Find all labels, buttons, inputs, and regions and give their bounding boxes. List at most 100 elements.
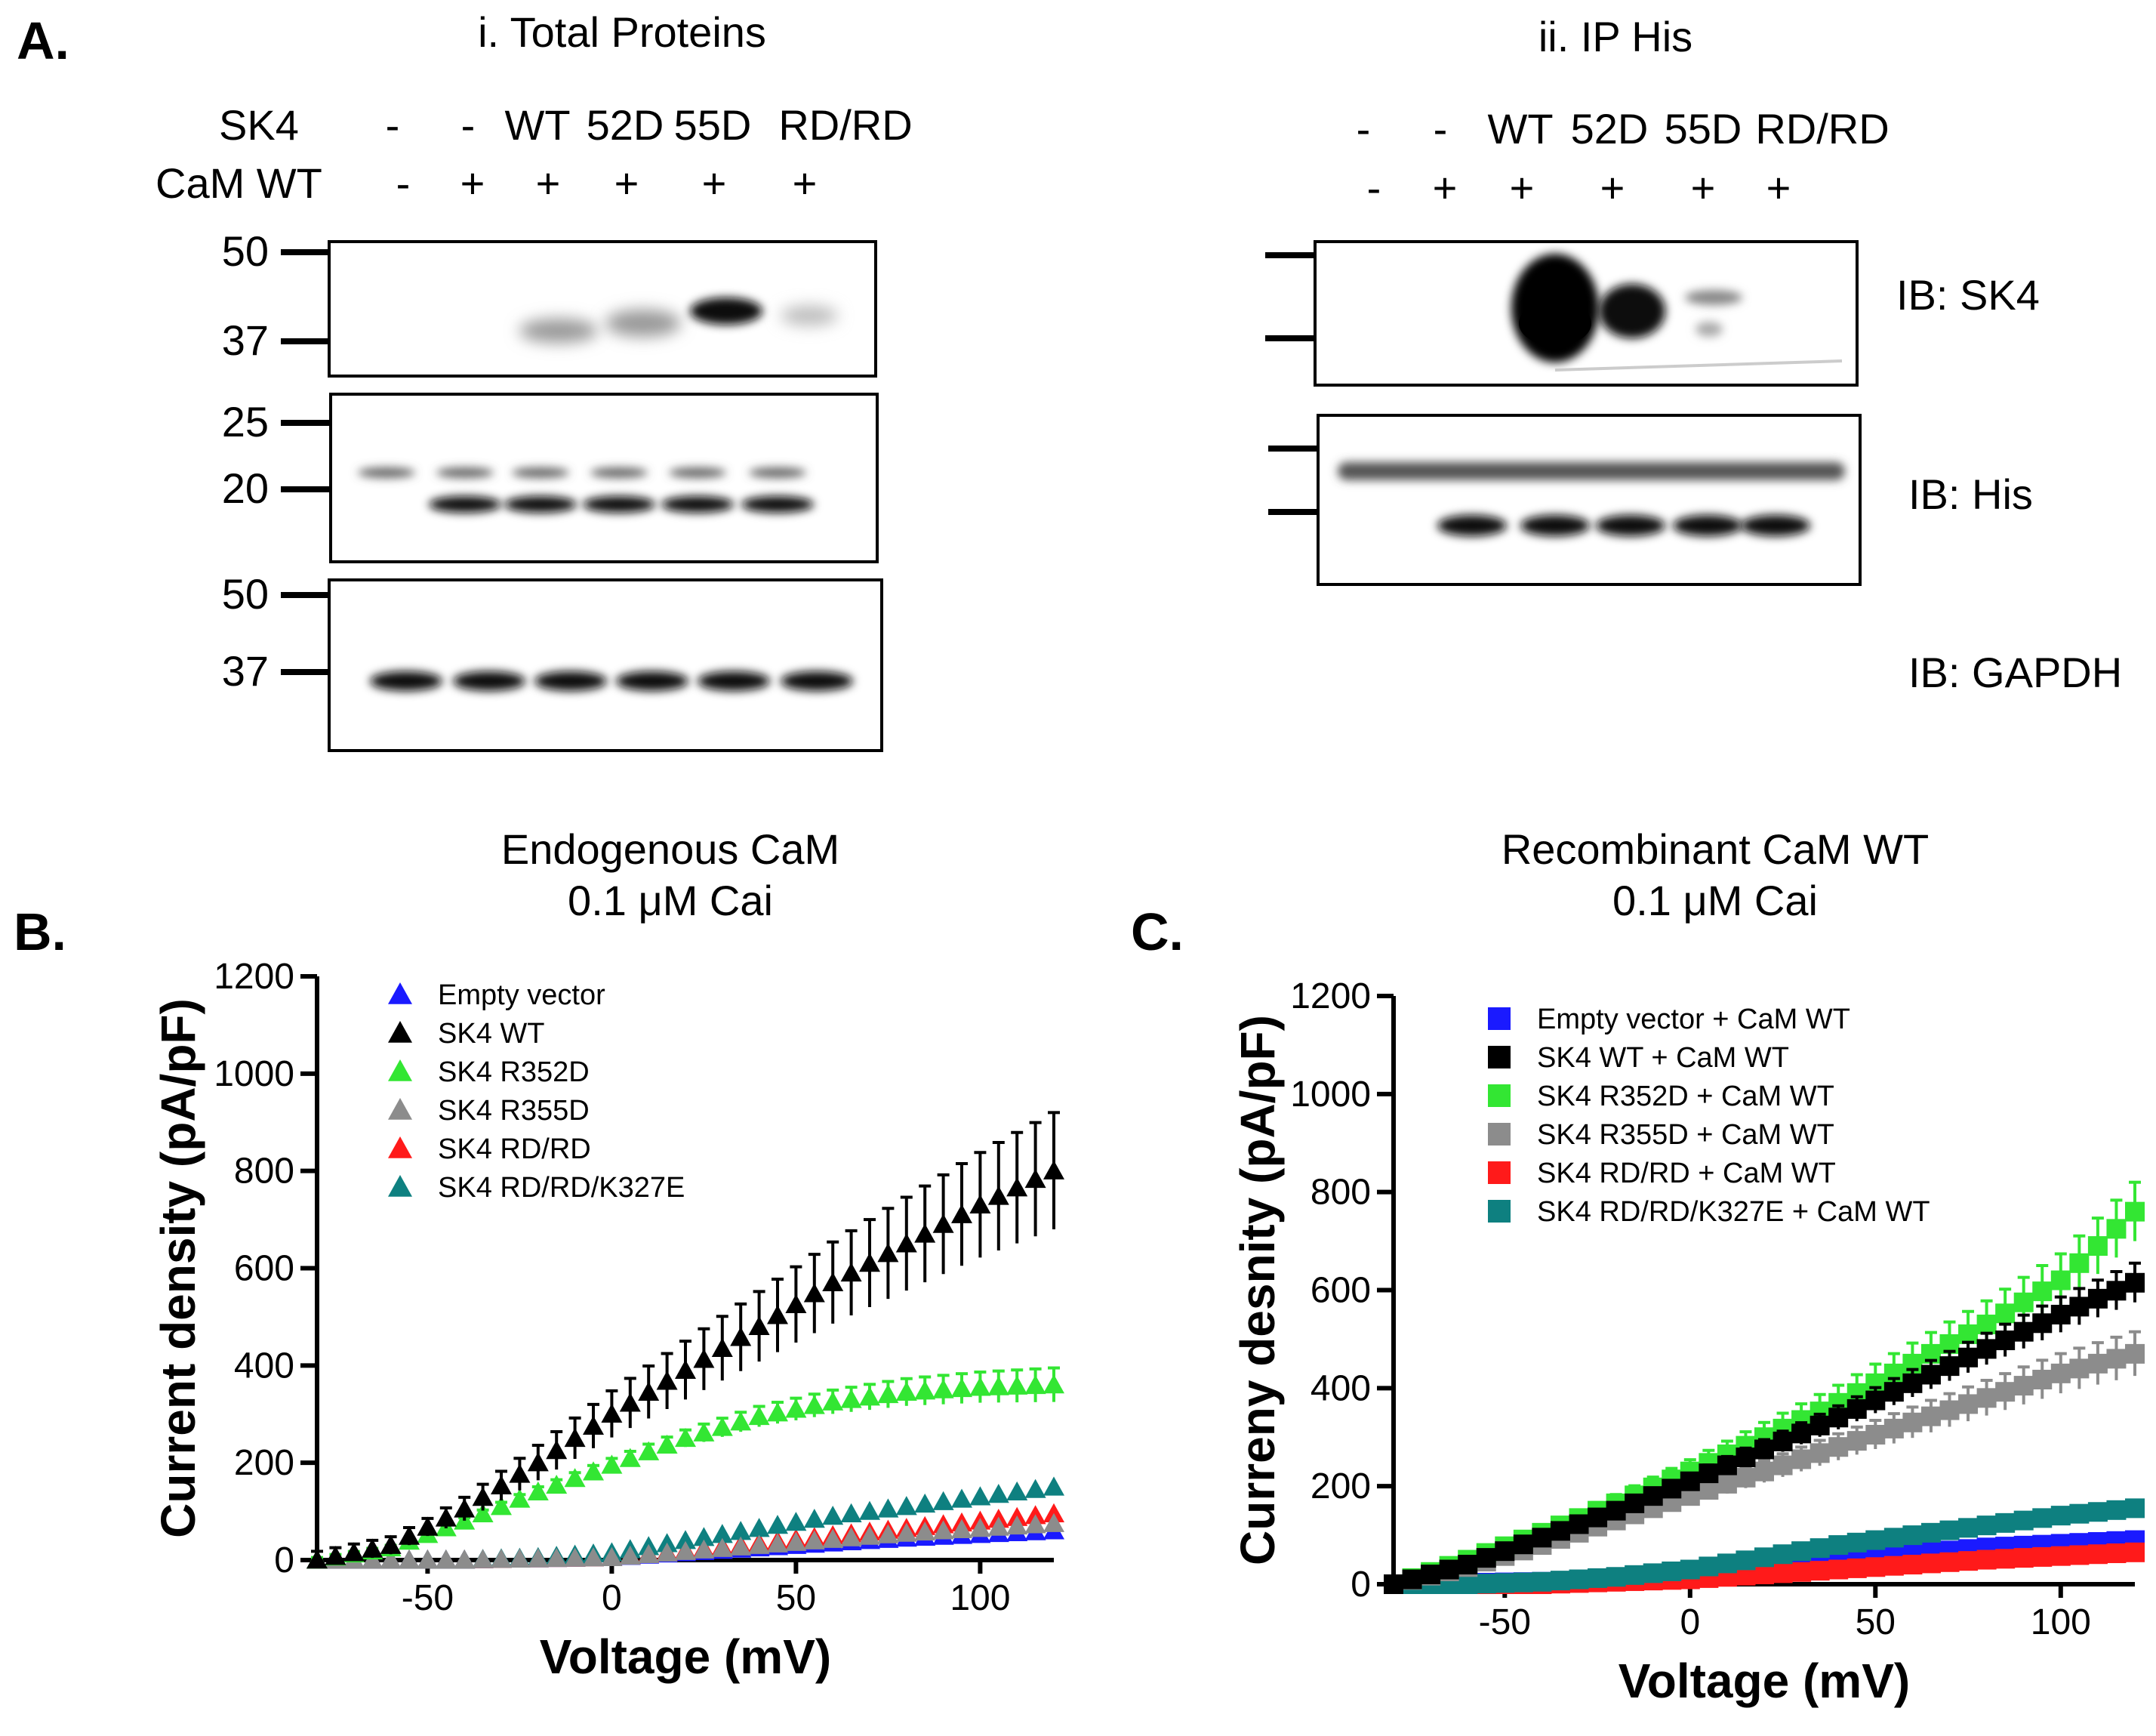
- data-point: [1810, 1415, 1830, 1435]
- data-point: [2069, 1503, 2090, 1524]
- data-point: [1883, 1556, 1904, 1576]
- legend-marker: [1488, 1007, 1511, 1030]
- legend-entry: Empty vector: [438, 979, 605, 1011]
- data-point: [1680, 1471, 1700, 1491]
- data-point: [2106, 1543, 2127, 1564]
- ip-cam-lane-5: +: [1766, 164, 1791, 211]
- data-point: [803, 1509, 825, 1528]
- data-point: [767, 1305, 788, 1324]
- legend-marker: [1488, 1084, 1511, 1107]
- total-sk4-lane-5: RD/RD: [778, 101, 912, 149]
- marker-50-blot3: 50: [222, 570, 269, 618]
- data-point: [1958, 1347, 1979, 1368]
- data-point: [1043, 1476, 1064, 1496]
- data-point: [969, 1194, 991, 1213]
- data-point: [1976, 1388, 1997, 1408]
- data-point: [711, 1337, 733, 1357]
- data-point: [1920, 1522, 1941, 1543]
- data-point: [509, 1548, 531, 1568]
- data-point: [1995, 1331, 2016, 1351]
- total-sk4-lane-1: -: [461, 101, 476, 149]
- data-point: [564, 1547, 586, 1567]
- data-point: [1421, 1565, 1441, 1585]
- data-point: [1976, 1314, 1997, 1334]
- data-point: [1958, 1324, 1979, 1344]
- data-point: [822, 1391, 844, 1411]
- legend-marker: [388, 1175, 412, 1197]
- data-point: [2069, 1358, 2090, 1379]
- marker-50-blot1: 50: [222, 227, 269, 275]
- data-point: [711, 1417, 733, 1436]
- data-point: [822, 1506, 844, 1525]
- data-point: [2125, 1201, 2145, 1222]
- data-point: [1939, 1552, 1960, 1572]
- ip-his-title: ii. IP His: [1538, 13, 1692, 60]
- data-point: [693, 1422, 715, 1442]
- data-point: [1828, 1559, 1849, 1580]
- data-point: [1024, 1479, 1046, 1498]
- data-point: [877, 1524, 899, 1543]
- ip-cam-lane-2: +: [1510, 164, 1535, 211]
- data-point: [1976, 1516, 1997, 1536]
- data-point: [417, 1516, 439, 1536]
- data-point: [583, 1415, 604, 1435]
- ip-cam-lane-0: -: [1367, 164, 1381, 211]
- total-sk4-lane-0: -: [386, 101, 400, 149]
- data-point: [2050, 1270, 2071, 1290]
- blot-total-sk4: [328, 240, 877, 378]
- total-cam-lane-0: -: [396, 159, 411, 207]
- data-point: [987, 1516, 1009, 1536]
- data-point: [2069, 1297, 2090, 1317]
- data-point: [1791, 1449, 1812, 1469]
- data-point: [2050, 1506, 2071, 1526]
- blot-total-cam: [329, 393, 879, 563]
- data-point: [2013, 1376, 2034, 1396]
- gapdh-band: [616, 671, 688, 691]
- data-point: [767, 1515, 788, 1534]
- y-tick-label: 200: [1311, 1466, 1371, 1506]
- data-point: [1883, 1382, 1904, 1402]
- data-point: [583, 1547, 604, 1567]
- data-point: [987, 1376, 1009, 1395]
- data-point: [877, 1498, 899, 1518]
- data-point: [932, 1491, 954, 1510]
- data-point: [583, 1461, 604, 1481]
- data-point: [2069, 1253, 2090, 1273]
- y-tick-label: 400: [1311, 1368, 1371, 1408]
- data-point: [1736, 1467, 1756, 1488]
- data-point: [932, 1379, 954, 1398]
- data-point: [1006, 1375, 1028, 1395]
- x-tick-label: 50: [1856, 1602, 1896, 1642]
- cam-upper-band: [749, 467, 806, 478]
- data-point: [1920, 1364, 1941, 1385]
- data-point: [656, 1542, 678, 1562]
- data-point: [1043, 1512, 1064, 1532]
- blot-total-gapdh: [328, 578, 883, 752]
- data-point: [987, 1186, 1009, 1205]
- data-point: [2125, 1343, 2145, 1364]
- cam-lower-band: [583, 496, 655, 513]
- data-point: [1810, 1561, 1830, 1581]
- data-point: [1606, 1567, 1626, 1587]
- data-point: [306, 1549, 328, 1569]
- data-point: [767, 1402, 788, 1422]
- y-tick-label: 800: [234, 1152, 294, 1192]
- legend-marker: [1488, 1123, 1511, 1146]
- data-point: [1902, 1525, 1923, 1546]
- legend-entry: Empty vector + CaM WT: [1537, 1004, 1850, 1035]
- cam-upper-band: [512, 467, 569, 478]
- cam-upper-band: [590, 467, 648, 478]
- data-point: [730, 1411, 752, 1431]
- data-point: [564, 1468, 586, 1488]
- data-point: [2013, 1321, 2034, 1342]
- data-point: [1043, 1160, 1064, 1179]
- y-tick-label: 0: [1351, 1565, 1371, 1605]
- data-point: [491, 1549, 512, 1568]
- data-point: [2032, 1281, 2053, 1302]
- data-point: [2032, 1546, 2053, 1567]
- x-tick-label: 100: [2031, 1602, 2091, 1642]
- data-point: [730, 1521, 752, 1540]
- data-point: [1402, 1569, 1422, 1590]
- data-point: [1006, 1481, 1028, 1501]
